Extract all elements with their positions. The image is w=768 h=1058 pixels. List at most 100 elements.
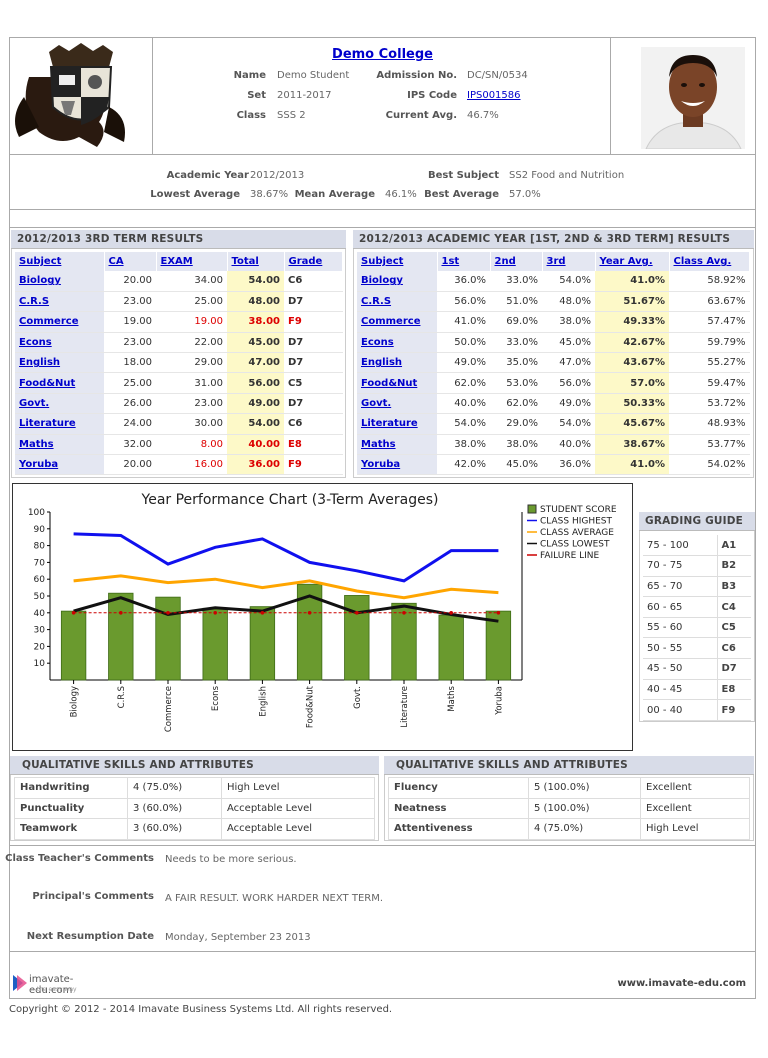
class-avg-cell: 55.27%: [669, 352, 750, 374]
total-cell: 56.00: [227, 372, 284, 394]
col-grade[interactable]: Grade: [284, 252, 343, 271]
col-subject[interactable]: Subject: [357, 252, 438, 271]
skill-score: 4 (75.0%): [528, 818, 641, 840]
range-cell: 00 - 40: [643, 699, 718, 721]
skill-score: 4 (75.0%): [127, 777, 222, 799]
skill-level: Excellent: [640, 777, 750, 799]
ca-cell: 24.00: [104, 413, 156, 435]
range-cell: 65 - 70: [643, 576, 718, 598]
subject-cell[interactable]: C.R.S: [357, 291, 437, 313]
subject-cell[interactable]: Food&Nut: [357, 372, 437, 394]
subject-cell[interactable]: English: [15, 352, 104, 374]
term-score-cell: 36.0%: [542, 454, 595, 476]
bar: [438, 614, 464, 681]
header-section: Demo College Name Demo Student Admission…: [9, 37, 756, 155]
term-score-cell: 45.0%: [542, 332, 595, 354]
x-tick-label: English: [258, 686, 268, 717]
term-score-cell: 50.0%: [437, 332, 490, 354]
col-class-avg[interactable]: Class Avg.: [669, 252, 750, 271]
failure-point: [260, 611, 265, 615]
subject-cell[interactable]: Literature: [15, 413, 104, 435]
subject-cell[interactable]: Biology: [15, 271, 104, 292]
table-row: Maths 38.0% 38.0% 40.0% 38.67% 53.77%: [357, 434, 750, 456]
best-subject-label: Best Subject: [427, 170, 499, 181]
bar: [485, 610, 512, 681]
best-average-label: Best Average: [424, 189, 499, 200]
college-name[interactable]: Demo College: [332, 47, 433, 62]
subject-cell[interactable]: Econs: [357, 332, 437, 354]
subject-cell[interactable]: C.R.S: [15, 291, 104, 313]
col-exam[interactable]: EXAM: [156, 252, 228, 271]
exam-cell: 23.00: [156, 393, 227, 415]
footer-logo[interactable]: imavate-edu.com ...the easy way: [13, 972, 113, 996]
subject-cell[interactable]: Commerce: [15, 311, 104, 333]
bar: [344, 595, 370, 681]
grade-cell: F9: [284, 454, 343, 476]
skill-score: 5 (100.0%): [528, 777, 641, 799]
col-first[interactable]: 1st: [437, 252, 491, 271]
subject-cell[interactable]: Govt.: [15, 393, 104, 415]
skill-row: Teamwork 3 (60.0%) Acceptable Level: [14, 818, 375, 840]
term-score-cell: 36.0%: [437, 271, 490, 292]
skill-row: Punctuality 3 (60.0%) Acceptable Level: [14, 797, 375, 819]
table-row: C.R.S 23.00 25.00 48.00 D7: [15, 291, 343, 313]
term-score-cell: 54.0%: [542, 271, 595, 292]
range-cell: 40 - 45: [643, 679, 718, 701]
skill-row: Handwriting 4 (75.0%) High Level: [14, 777, 375, 799]
col-ca[interactable]: CA: [104, 252, 157, 271]
table-row: Yoruba 20.00 16.00 36.00 F9: [15, 454, 343, 476]
chart-title: Year Performance Chart (3-Term Averages): [141, 492, 439, 508]
table-row: C.R.S 56.0% 51.0% 48.0% 51.67% 63.67%: [357, 291, 750, 313]
subject-cell[interactable]: English: [357, 352, 437, 374]
y-tick-label: 10: [34, 659, 46, 669]
subject-cell[interactable]: Commerce: [357, 311, 437, 333]
skill-name: Attentiveness: [388, 818, 529, 840]
legend-label: FAILURE LINE: [540, 551, 600, 561]
subject-cell[interactable]: Maths: [357, 434, 437, 456]
subject-cell[interactable]: Biology: [357, 271, 437, 292]
skill-row: Attentiveness 4 (75.0%) High Level: [388, 818, 750, 840]
skill-level: Acceptable Level: [221, 797, 375, 819]
divider: [9, 951, 756, 952]
range-cell: 55 - 60: [643, 617, 718, 639]
skill-name: Neatness: [388, 797, 529, 819]
x-tick-label: Govt.: [353, 686, 363, 709]
subject-cell[interactable]: Food&Nut: [15, 372, 104, 394]
col-total[interactable]: Total: [227, 252, 285, 271]
grade-cell: D7: [284, 393, 343, 415]
col-second[interactable]: 2nd: [490, 252, 543, 271]
ca-cell: 32.00: [104, 434, 156, 456]
table-row: Yoruba 42.0% 45.0% 36.0% 41.0% 54.02%: [357, 454, 750, 476]
subject-cell[interactable]: Yoruba: [15, 454, 104, 476]
subject-cell[interactable]: Literature: [357, 413, 437, 435]
subject-cell[interactable]: Maths: [15, 434, 104, 456]
year-results-title: 2012/2013 ACADEMIC YEAR [1ST, 2ND & 3RD …: [353, 230, 754, 249]
ca-cell: 25.00: [104, 372, 156, 394]
subject-cell[interactable]: Econs: [15, 332, 104, 354]
year-avg-cell: 51.67%: [595, 291, 669, 313]
class-avg-cell: 59.47%: [669, 372, 750, 394]
term-score-cell: 56.0%: [437, 291, 490, 313]
col-subject[interactable]: Subject: [15, 252, 105, 271]
x-tick-label: Food&Nut: [306, 685, 316, 728]
subject-cell[interactable]: Yoruba: [357, 454, 437, 476]
skills-left-title: QUALITATIVE SKILLS AND ATTRIBUTES: [10, 756, 379, 775]
ca-cell: 20.00: [104, 454, 156, 476]
teacher-comment-label: Class Teacher's Comments: [5, 853, 154, 864]
failure-point: [449, 611, 454, 615]
admission-value: DC/SN/0534: [467, 70, 528, 81]
grade-cell: C4: [717, 596, 751, 618]
total-cell: 48.00: [227, 291, 284, 313]
failure-point: [213, 611, 217, 615]
footer-site[interactable]: www.imavate-edu.com: [617, 978, 746, 989]
col-year-avg[interactable]: Year Avg.: [595, 252, 670, 271]
grading-row: 65 - 70 B3: [643, 576, 751, 598]
class-label: Class: [236, 110, 266, 121]
skill-row: Fluency 5 (100.0%) Excellent: [388, 777, 750, 799]
grading-row: 75 - 100 A1: [643, 535, 751, 557]
skills-left-table: Handwriting 4 (75.0%) High Level Punctualit…: [14, 777, 375, 840]
ips-link[interactable]: IPS001586: [467, 90, 521, 101]
grade-cell: B3: [717, 576, 751, 598]
col-third[interactable]: 3rd: [542, 252, 596, 271]
subject-cell[interactable]: Govt.: [357, 393, 437, 415]
